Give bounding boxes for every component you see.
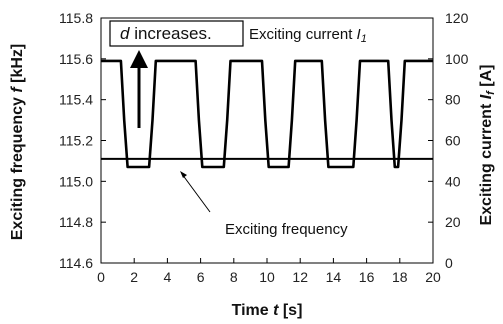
frequency-annotation: Exciting frequency xyxy=(225,221,348,238)
y-right-tick-label: 120 xyxy=(445,10,469,26)
d-increases-box xyxy=(109,20,244,47)
current-annotation-subscript: 1 xyxy=(361,33,367,45)
y-right-title-unit: [A] xyxy=(478,64,495,91)
x-tick-label: 18 xyxy=(392,269,408,285)
y-right-tick-label: 0 xyxy=(445,255,453,271)
x-axis-title-prefix: Time xyxy=(232,302,274,319)
frequency-pointer-head xyxy=(180,171,187,178)
y-right-title-symbol: I xyxy=(478,94,495,99)
y-left-axis-title: Exciting frequency f [kHz] xyxy=(9,44,26,240)
y-left-title-unit: [kHz] xyxy=(9,44,26,88)
frequency-pointer xyxy=(181,173,211,213)
x-axis-title: Time t [s] xyxy=(232,302,303,319)
y-left-tick-label: 115.4 xyxy=(59,92,93,108)
y-left-tick-label: 114.6 xyxy=(59,255,93,271)
y-left-tick-label: 115.6 xyxy=(59,51,93,67)
y-left-title-prefix: Exciting frequency xyxy=(9,93,26,241)
x-tick-label: 4 xyxy=(164,269,172,285)
d-symbol: d xyxy=(120,24,130,43)
series-layer xyxy=(101,59,433,169)
exciting-frequency-line xyxy=(101,59,433,169)
y-left-ticks: 114.6 114.8 115.0 115.2 115.4 115.6 115.8 xyxy=(59,10,106,271)
x-tick-label: 10 xyxy=(259,269,275,285)
y-right-title-prefix: Exciting current xyxy=(478,99,495,225)
y-right-tick-label: 100 xyxy=(445,51,469,67)
current-annotation: Exciting current I1 xyxy=(249,26,367,45)
y-left-title-symbol: f xyxy=(9,86,26,93)
y-left-tick-label: 115.0 xyxy=(59,173,93,189)
x-tick-label: 20 xyxy=(425,269,441,285)
d-increases-label: d increases. xyxy=(120,24,212,43)
y-right-title-subscript: f xyxy=(485,90,497,95)
y-right-tick-label: 60 xyxy=(445,133,461,149)
current-annotation-symbol: I xyxy=(357,26,361,43)
x-axis-title-unit: [s] xyxy=(278,302,302,319)
current-annotation-prefix: Exciting current xyxy=(249,26,357,43)
x-tick-label: 6 xyxy=(197,269,205,285)
y-right-axis-title: Exciting current If [A] xyxy=(478,64,497,225)
x-tick-label: 16 xyxy=(359,269,375,285)
y-right-tick-label: 40 xyxy=(445,173,461,189)
y-right-ticks: 0 20 40 60 80 100 120 xyxy=(428,10,469,271)
x-tick-label: 14 xyxy=(326,269,342,285)
y-left-tick-label: 115.8 xyxy=(59,10,93,26)
x-ticks: 0 2 4 6 8 10 12 14 16 18 20 xyxy=(97,258,441,285)
y-right-tick-label: 20 xyxy=(445,214,461,230)
y-left-tick-label: 115.2 xyxy=(59,133,93,149)
x-tick-label: 12 xyxy=(292,269,308,285)
x-axis-title-symbol: t xyxy=(273,302,279,319)
x-tick-label: 0 xyxy=(97,269,105,285)
y-right-tick-label: 80 xyxy=(445,92,461,108)
x-tick-label: 2 xyxy=(130,269,138,285)
y-left-tick-label: 114.8 xyxy=(59,214,93,230)
x-tick-label: 8 xyxy=(230,269,238,285)
d-increase-arrowhead xyxy=(130,50,148,68)
d-increases-text: increases. xyxy=(129,24,211,43)
